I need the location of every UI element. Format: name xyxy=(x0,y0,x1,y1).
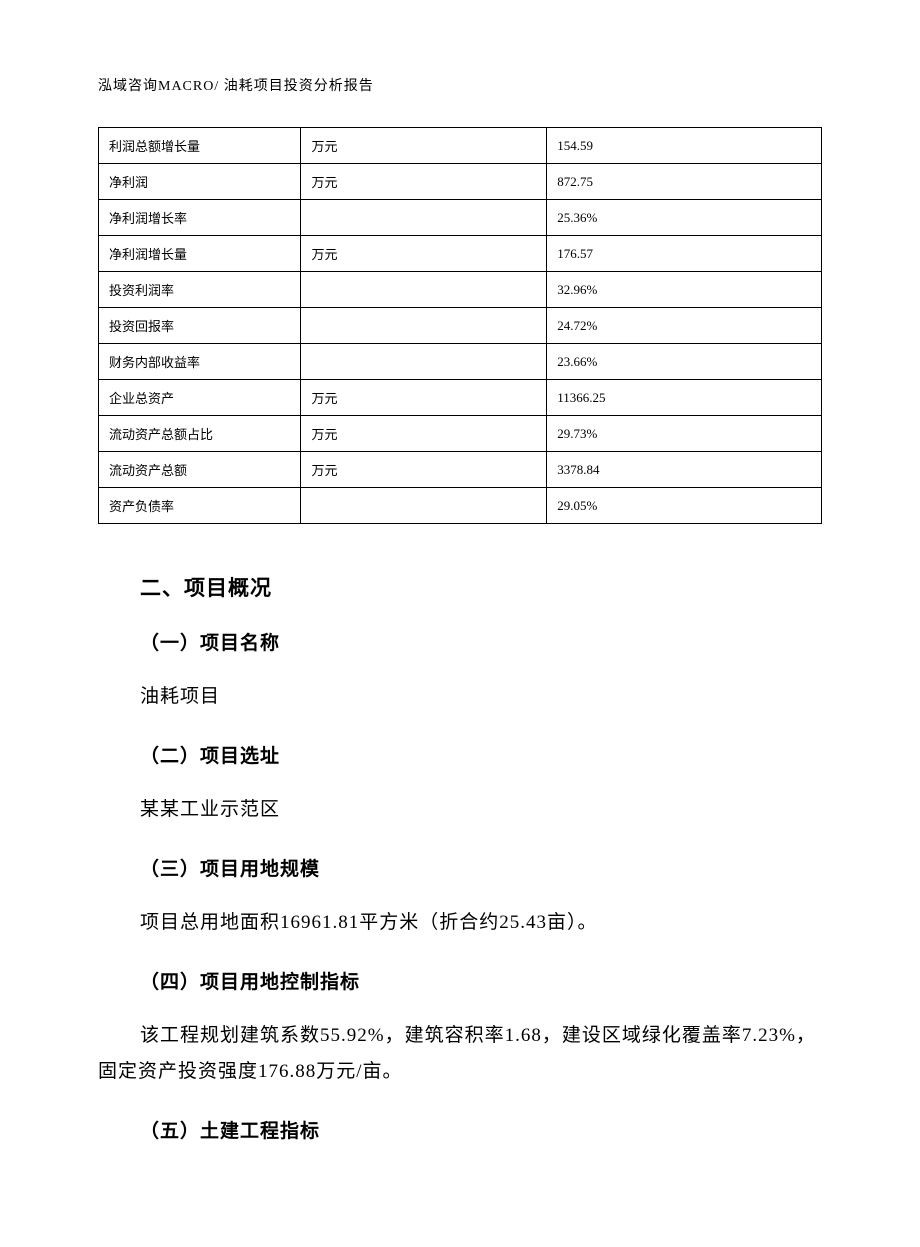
table-row: 利润总额增长量 万元 154.59 xyxy=(99,128,822,164)
cell-unit: 万元 xyxy=(301,128,547,164)
cell-label: 财务内部收益率 xyxy=(99,344,301,380)
subsection-body-3: 项目总用地面积16961.81平方米（折合约25.43亩）。 xyxy=(140,905,822,941)
cell-unit xyxy=(301,488,547,524)
cell-unit xyxy=(301,308,547,344)
table-row: 财务内部收益率 23.66% xyxy=(99,344,822,380)
table-row: 企业总资产 万元 11366.25 xyxy=(99,380,822,416)
subsection-body-2: 某某工业示范区 xyxy=(140,792,822,828)
cell-value: 29.05% xyxy=(547,488,822,524)
cell-label: 企业总资产 xyxy=(99,380,301,416)
section-heading: 二、项目概况 xyxy=(140,572,822,602)
cell-unit xyxy=(301,200,547,236)
table-row: 流动资产总额 万元 3378.84 xyxy=(99,452,822,488)
cell-value: 872.75 xyxy=(547,164,822,200)
subsection-heading-3: （三）项目用地规模 xyxy=(140,854,822,881)
cell-value: 23.66% xyxy=(547,344,822,380)
cell-unit: 万元 xyxy=(301,416,547,452)
document-page: 泓域咨询MACRO/ 油耗项目投资分析报告 利润总额增长量 万元 154.59 … xyxy=(0,0,920,1247)
cell-unit: 万元 xyxy=(301,380,547,416)
table-row: 流动资产总额占比 万元 29.73% xyxy=(99,416,822,452)
cell-label: 利润总额增长量 xyxy=(99,128,301,164)
subsection-heading-5: （五）土建工程指标 xyxy=(140,1116,822,1143)
cell-value: 29.73% xyxy=(547,416,822,452)
table-row: 资产负债率 29.05% xyxy=(99,488,822,524)
cell-label: 投资利润率 xyxy=(99,272,301,308)
cell-value: 11366.25 xyxy=(547,380,822,416)
table-row: 投资利润率 32.96% xyxy=(99,272,822,308)
cell-unit xyxy=(301,344,547,380)
table-row: 投资回报率 24.72% xyxy=(99,308,822,344)
table-body: 利润总额增长量 万元 154.59 净利润 万元 872.75 净利润增长率 2… xyxy=(99,128,822,524)
cell-unit: 万元 xyxy=(301,164,547,200)
cell-label: 流动资产总额 xyxy=(99,452,301,488)
cell-value: 25.36% xyxy=(547,200,822,236)
table-row: 净利润增长量 万元 176.57 xyxy=(99,236,822,272)
cell-label: 流动资产总额占比 xyxy=(99,416,301,452)
cell-value: 32.96% xyxy=(547,272,822,308)
cell-label: 资产负债率 xyxy=(99,488,301,524)
page-header: 泓域咨询MACRO/ 油耗项目投资分析报告 xyxy=(98,75,822,95)
cell-label: 净利润增长量 xyxy=(99,236,301,272)
header-text: 泓域咨询MACRO/ 油耗项目投资分析报告 xyxy=(98,79,374,94)
cell-value: 3378.84 xyxy=(547,452,822,488)
cell-unit: 万元 xyxy=(301,236,547,272)
subsection-heading-2: （二）项目选址 xyxy=(140,741,822,768)
cell-value: 154.59 xyxy=(547,128,822,164)
subsection-heading-1: （一）项目名称 xyxy=(140,628,822,655)
cell-value: 24.72% xyxy=(547,308,822,344)
subsection-heading-4: （四）项目用地控制指标 xyxy=(140,967,822,994)
financial-table: 利润总额增长量 万元 154.59 净利润 万元 872.75 净利润增长率 2… xyxy=(98,127,822,524)
cell-label: 净利润增长率 xyxy=(99,200,301,236)
table-row: 净利润增长率 25.36% xyxy=(99,200,822,236)
table-row: 净利润 万元 872.75 xyxy=(99,164,822,200)
subsection-body-1: 油耗项目 xyxy=(140,679,822,715)
cell-value: 176.57 xyxy=(547,236,822,272)
cell-unit: 万元 xyxy=(301,452,547,488)
cell-label: 投资回报率 xyxy=(99,308,301,344)
cell-unit xyxy=(301,272,547,308)
subsection-body-4: 该工程规划建筑系数55.92%，建筑容积率1.68，建设区域绿化覆盖率7.23%… xyxy=(98,1018,822,1090)
cell-label: 净利润 xyxy=(99,164,301,200)
